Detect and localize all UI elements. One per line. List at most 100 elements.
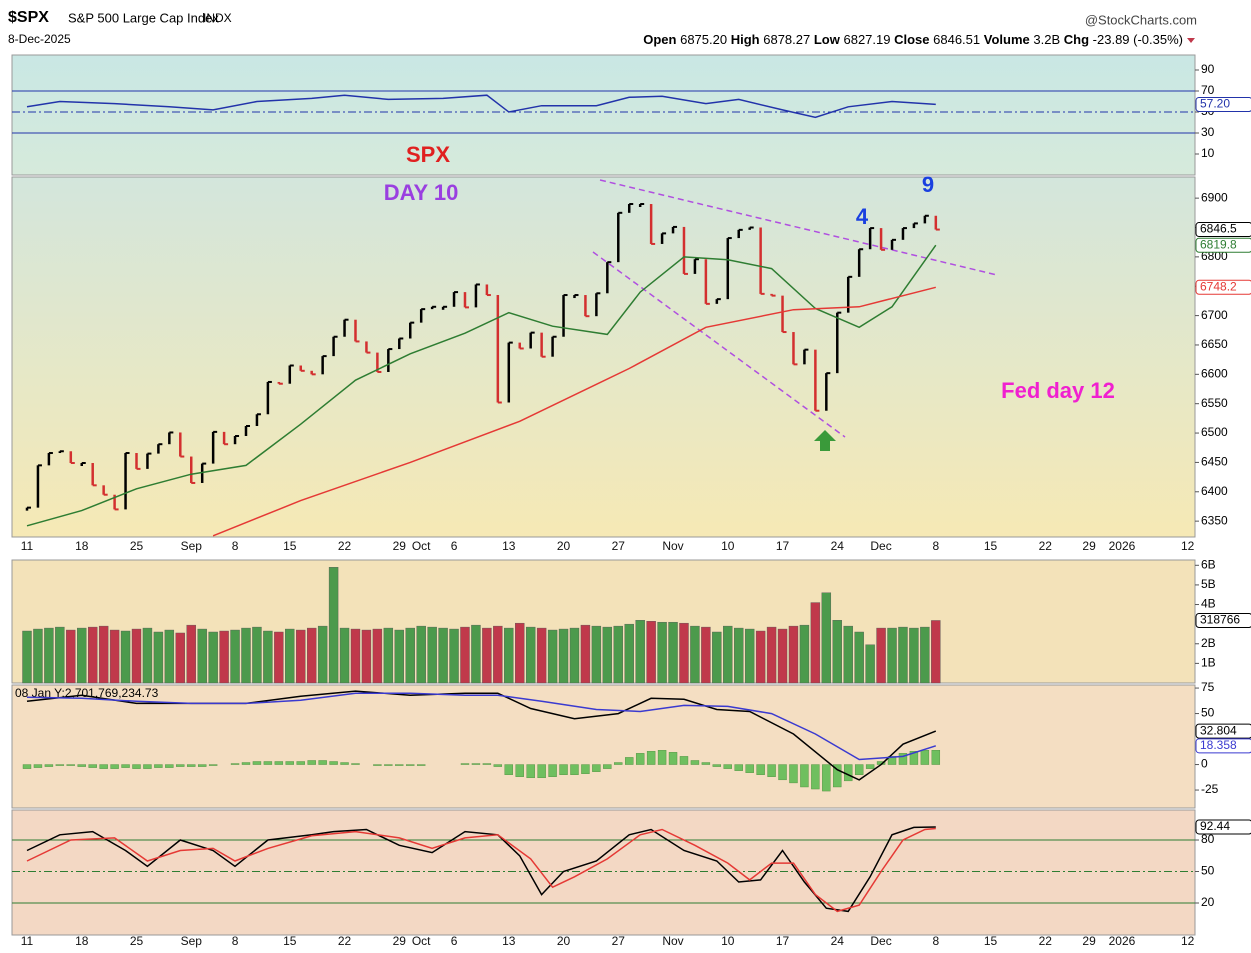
volume-bar bbox=[306, 627, 317, 684]
value-tag-label: 6819.8 bbox=[1200, 237, 1237, 251]
histogram-bar bbox=[504, 764, 513, 775]
histogram-bar bbox=[460, 763, 470, 765]
y-tick-label: 6500 bbox=[1201, 425, 1228, 439]
histogram-bar bbox=[515, 764, 524, 777]
histogram-bar bbox=[165, 764, 174, 768]
histogram-bar bbox=[252, 761, 262, 765]
line bbox=[26, 827, 936, 913]
volume-bar bbox=[788, 625, 799, 684]
histogram-bar bbox=[384, 764, 393, 766]
volume-bar bbox=[865, 644, 875, 684]
histogram-bar bbox=[668, 752, 678, 765]
histogram-bar bbox=[395, 764, 404, 766]
histogram-bar bbox=[756, 764, 765, 775]
volume-bar bbox=[120, 630, 131, 684]
x-tick-label: 17 bbox=[776, 539, 790, 553]
volume-bar bbox=[493, 625, 503, 684]
value: 6878.27 bbox=[763, 32, 810, 47]
volume-bar bbox=[898, 626, 908, 684]
histogram-bar bbox=[99, 764, 108, 769]
value: -23.89 (-0.35%) bbox=[1093, 32, 1183, 47]
x-tick-label: 13 bbox=[502, 934, 516, 948]
volume-bar bbox=[44, 627, 54, 684]
histogram-bar bbox=[931, 750, 941, 765]
volume-bar bbox=[536, 627, 547, 684]
histogram-bar bbox=[559, 764, 568, 775]
y-tick-label: 6350 bbox=[1201, 513, 1228, 527]
volume-bar bbox=[701, 626, 711, 684]
volume-bar bbox=[482, 627, 492, 684]
x-tick-label: 27 bbox=[612, 539, 626, 553]
index-name: S&P 500 Large Cap Index bbox=[68, 10, 219, 25]
x-tick-label: 15 bbox=[283, 934, 297, 948]
histogram-bar bbox=[241, 762, 251, 765]
volume-bar bbox=[33, 628, 43, 684]
x-tick-label: 15 bbox=[283, 539, 297, 553]
x-tick-label: 12 bbox=[1181, 539, 1195, 553]
annotation: 4 bbox=[856, 204, 869, 229]
x-tick-label: 6 bbox=[451, 539, 458, 553]
volume-bar bbox=[274, 631, 284, 684]
x-tick-label: 24 bbox=[831, 934, 845, 948]
histogram-bar bbox=[646, 751, 656, 765]
x-tick-label: 29 bbox=[393, 934, 407, 948]
volume-bar bbox=[153, 631, 164, 684]
volume-bar bbox=[383, 627, 394, 684]
volume-bar bbox=[296, 629, 306, 684]
volume-bar bbox=[208, 631, 218, 684]
histogram-bar bbox=[55, 764, 65, 766]
volume-bar bbox=[515, 622, 525, 684]
histogram-bar bbox=[833, 764, 842, 788]
histogram-bar bbox=[318, 760, 327, 765]
x-tick-label: 13 bbox=[502, 539, 516, 553]
x-tick-label: 8 bbox=[932, 934, 939, 948]
volume-bar bbox=[350, 628, 361, 684]
x-tick-label: 18 bbox=[75, 539, 89, 553]
histogram-bar bbox=[22, 764, 32, 769]
x-tick-label: 8 bbox=[232, 539, 239, 553]
label: High bbox=[731, 32, 760, 47]
y-tick-label: 90 bbox=[1201, 62, 1215, 76]
volume-bar bbox=[734, 627, 744, 684]
volume-bar bbox=[98, 625, 109, 684]
histogram-bar bbox=[340, 762, 349, 765]
volume-bar bbox=[285, 628, 295, 684]
histogram-bar bbox=[373, 764, 382, 766]
arrow-marker bbox=[814, 430, 836, 451]
macd-note: 08 Jan Y:2,701,769,234.73 bbox=[15, 686, 159, 700]
volume-bar bbox=[690, 625, 700, 684]
volume-bar bbox=[131, 628, 142, 684]
histogram-bar bbox=[285, 761, 294, 765]
y-tick-label: 75 bbox=[1201, 680, 1215, 694]
x-tick-label: 6 bbox=[451, 934, 458, 948]
histogram-bar bbox=[154, 764, 163, 768]
x-tick-label: 22 bbox=[338, 539, 352, 553]
x-tick-label: 22 bbox=[1039, 539, 1053, 553]
volume-bar bbox=[164, 629, 175, 684]
histogram-bar bbox=[296, 761, 305, 765]
label: Close bbox=[894, 32, 929, 47]
volume-bar bbox=[744, 628, 755, 684]
x-tick-label: 22 bbox=[1039, 934, 1053, 948]
x-tick-label: 2026 bbox=[1109, 934, 1136, 948]
volume-bar bbox=[591, 625, 602, 684]
histogram-bar bbox=[406, 764, 415, 766]
x-tick-label: 15 bbox=[984, 539, 998, 553]
volume-bar bbox=[55, 626, 65, 684]
histogram-bar bbox=[351, 763, 360, 765]
histogram-bar bbox=[767, 764, 776, 777]
annotation: 9 bbox=[922, 172, 934, 197]
histogram-bar bbox=[176, 764, 185, 767]
value-tag bbox=[1195, 96, 1251, 112]
y-tick-label: 20 bbox=[1201, 895, 1215, 909]
volume-bar bbox=[460, 626, 470, 684]
y-tick-label: 1B bbox=[1201, 656, 1216, 670]
x-tick-label: 10 bbox=[721, 539, 735, 553]
y-tick-label: 6400 bbox=[1201, 484, 1228, 498]
x-tick-label: Dec bbox=[870, 934, 891, 948]
y-tick-label: 70 bbox=[1201, 83, 1215, 97]
y-tick-label: 80 bbox=[1201, 832, 1215, 846]
volume-bar bbox=[909, 627, 919, 684]
histogram-bar bbox=[723, 764, 732, 769]
